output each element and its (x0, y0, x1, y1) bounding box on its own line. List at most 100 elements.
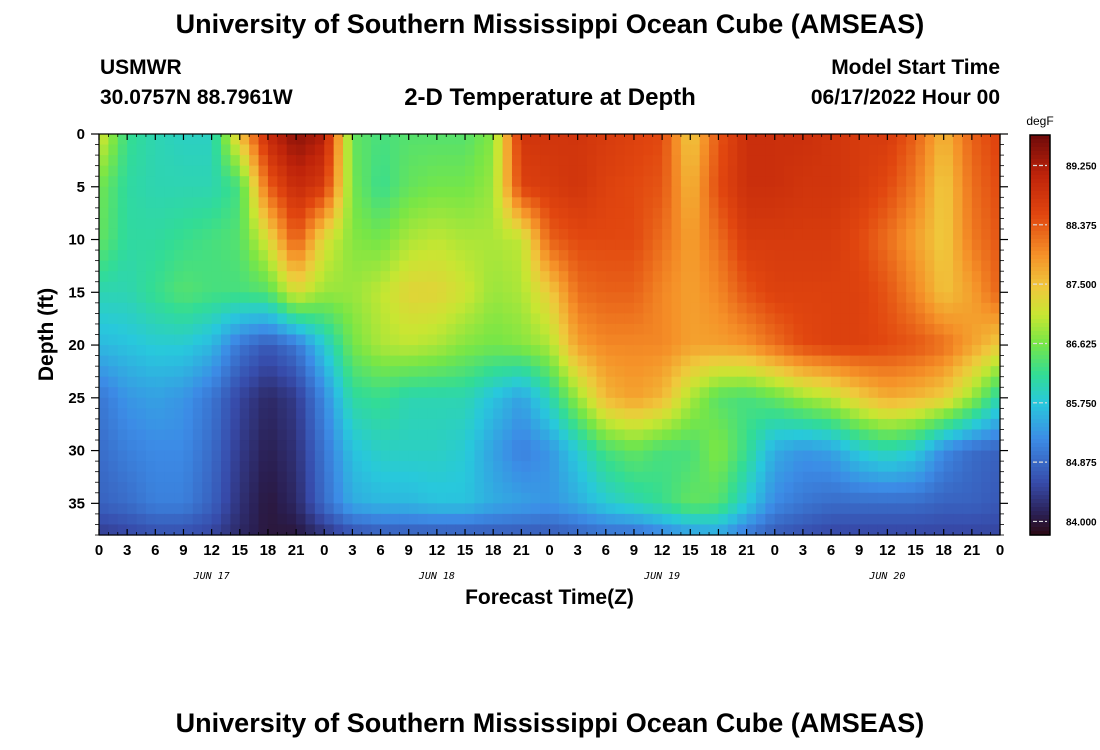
colorbar-tick-label: 89.250 (1066, 162, 1097, 173)
heatmap-cell (483, 165, 494, 177)
colorbar-segment (1030, 183, 1050, 188)
heatmap-cell (117, 482, 128, 494)
heatmap-cell (746, 408, 757, 420)
heatmap-cell (924, 197, 935, 209)
heatmap-cell (915, 492, 926, 504)
heatmap-cell (117, 387, 128, 399)
heatmap-cell (530, 134, 541, 146)
heatmap-cell (934, 440, 945, 452)
heatmap-cell (230, 513, 241, 526)
heatmap-cell (887, 450, 898, 462)
heatmap-cell (267, 313, 278, 325)
heatmap-cell (784, 482, 795, 494)
heatmap-cell (249, 186, 260, 198)
heatmap-cell (549, 397, 560, 409)
heatmap-cell (305, 271, 316, 283)
heatmap-cell (643, 218, 654, 230)
colorbar-segment (1030, 531, 1050, 536)
heatmap-cell (784, 323, 795, 336)
heatmap-cell (924, 461, 935, 473)
heatmap-cell (549, 176, 560, 188)
heatmap-cell (314, 228, 325, 241)
heatmap-cell (605, 482, 616, 494)
heatmap-cell (765, 418, 776, 431)
heatmap-cell (690, 155, 701, 167)
heatmap-cell (540, 176, 551, 188)
heatmap-cell (164, 345, 175, 357)
heatmap-cell (540, 271, 551, 283)
heatmap-cell (831, 271, 842, 283)
heatmap-cell (887, 345, 898, 357)
heatmap-cell (493, 313, 504, 325)
heatmap-cell (221, 281, 231, 293)
y-tick-label: 0 (77, 126, 85, 143)
heatmap-cell (774, 323, 785, 336)
heatmap-cell (136, 345, 147, 357)
heatmap-cell (333, 524, 344, 536)
heatmap-cell (812, 186, 823, 198)
heatmap-cell (286, 197, 297, 209)
heatmap-cell (352, 376, 363, 388)
heatmap-cell (934, 397, 945, 409)
heatmap-cell (718, 176, 729, 188)
heatmap-cell (249, 355, 260, 367)
heatmap-cell (605, 503, 616, 515)
heatmap-cell (361, 144, 372, 156)
heatmap-cell (596, 440, 607, 452)
heatmap-cell (643, 482, 654, 494)
heatmap-cell (493, 334, 504, 346)
heatmap-cell (774, 281, 785, 293)
heatmap-cell (408, 239, 419, 251)
heatmap-cell (108, 492, 119, 504)
heatmap-cell (465, 197, 476, 209)
heatmap-cell (784, 461, 795, 473)
heatmap-cell (371, 197, 382, 209)
heatmap-cell (718, 271, 729, 283)
heatmap-cell (934, 376, 945, 388)
heatmap-cell (296, 345, 307, 357)
heatmap-cell (737, 228, 748, 241)
heatmap-cell (530, 376, 541, 388)
heatmap-cell (493, 155, 504, 167)
heatmap-cell (521, 482, 532, 494)
heatmap-cell (934, 429, 945, 441)
heatmap-cell (521, 440, 532, 452)
heatmap-cell (971, 228, 982, 241)
heatmap-cell (887, 408, 898, 420)
heatmap-cell (117, 250, 128, 262)
heatmap-cell (530, 144, 541, 156)
heatmap-cell (784, 281, 795, 293)
heatmap-cell (399, 334, 410, 346)
heatmap-cell (239, 376, 250, 388)
heatmap-cell (324, 250, 335, 262)
heatmap-cell (389, 513, 400, 526)
heatmap-cell (305, 323, 316, 336)
heatmap-cell (108, 482, 119, 494)
heatmap-cell (784, 218, 795, 230)
heatmap-cell (746, 134, 757, 146)
heatmap-cell (652, 239, 663, 251)
heatmap-cell (286, 323, 297, 336)
heatmap-cell (765, 376, 776, 388)
heatmap-cell (615, 482, 626, 494)
heatmap-cell (596, 207, 607, 220)
heatmap-cell (709, 144, 720, 156)
heatmap-cell (596, 144, 607, 156)
heatmap-cell (502, 323, 513, 336)
heatmap-cell (812, 387, 823, 399)
heatmap-cell (267, 165, 278, 177)
heatmap-cell (943, 408, 954, 420)
heatmap-cell (962, 376, 973, 388)
heatmap-cell (305, 355, 316, 367)
heatmap-cell (483, 429, 494, 441)
heatmap-cell (990, 250, 1001, 262)
heatmap-cell (746, 218, 757, 230)
heatmap-cell (568, 482, 579, 494)
heatmap-cell (99, 503, 109, 515)
heatmap-cell (174, 228, 185, 241)
heatmap-cell (699, 418, 710, 431)
heatmap-cell (849, 524, 860, 536)
heatmap-cell (446, 513, 457, 526)
heatmap-cell (455, 440, 466, 452)
heatmap-cell (849, 397, 860, 409)
